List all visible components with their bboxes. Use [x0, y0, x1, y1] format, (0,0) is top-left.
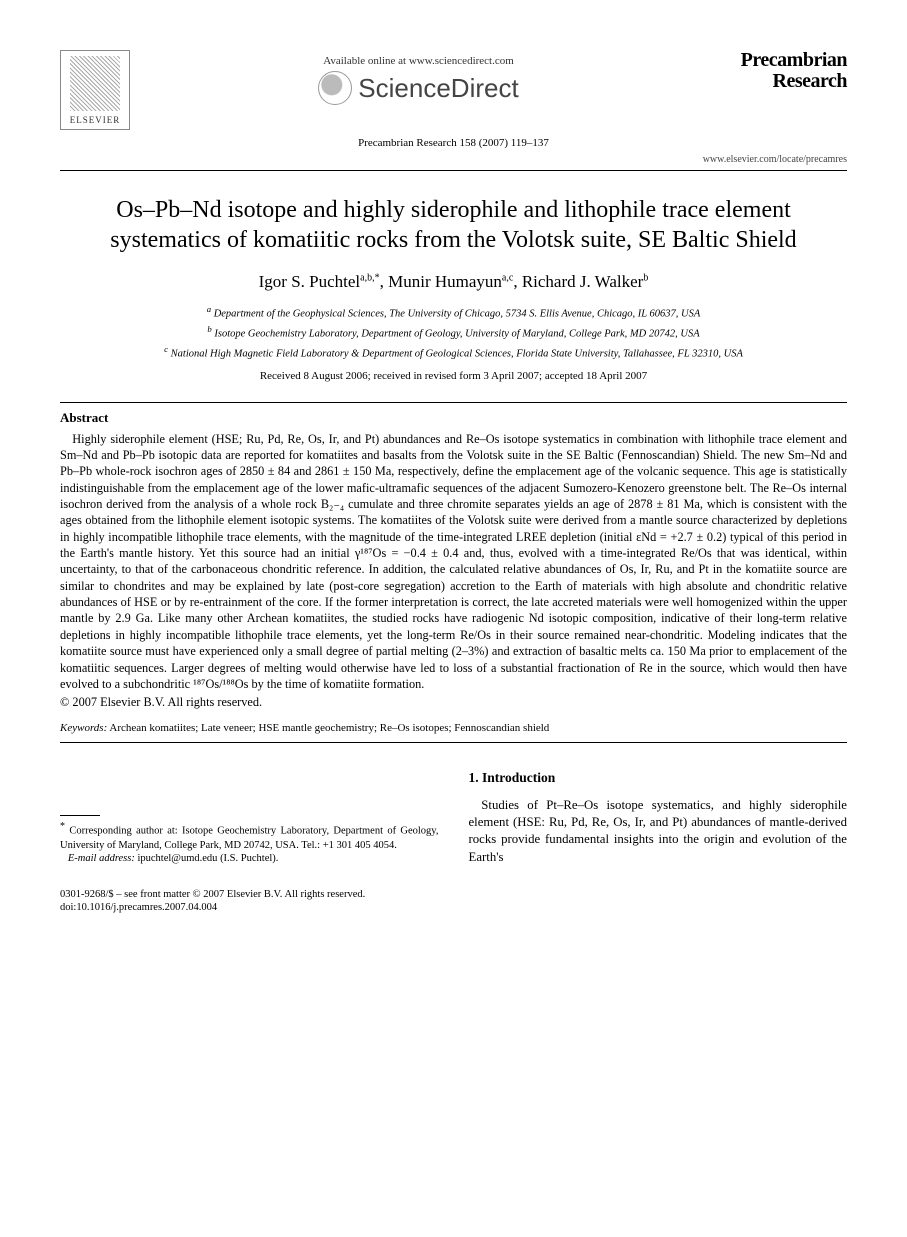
affiliation-b: b Isotope Geochemistry Laboratory, Depar… [60, 324, 847, 342]
email-label: E-mail address: [68, 853, 135, 864]
article-title: Os–Pb–Nd isotope and highly siderophile … [90, 195, 817, 255]
author-2-affil-marks: a,c [502, 273, 513, 284]
abstract-copyright: © 2007 Elsevier B.V. All rights reserved… [60, 694, 847, 711]
introduction-text: Studies of Pt–Re–Os isotope systematics,… [469, 797, 848, 866]
affiliation-c: c National High Magnetic Field Laborator… [60, 344, 847, 362]
header-rule [60, 170, 847, 171]
author-line: Igor S. Puchtela,b,*, Munir Humayuna,c, … [60, 271, 847, 294]
introduction-body: Studies of Pt–Re–Os isotope systematics,… [469, 797, 848, 866]
corr-email-name: (I.S. Puchtel). [220, 853, 278, 864]
sciencedirect-block: Available online at www.sciencedirect.co… [130, 50, 707, 106]
footnote-divider [60, 815, 100, 816]
abstract-text: Highly siderophile element (HSE; Ru, Pd,… [60, 431, 847, 693]
elsevier-logo: ELSEVIER [60, 50, 130, 130]
affiliation-b-text: Isotope Geochemistry Laboratory, Departm… [214, 328, 699, 339]
author-3-name: Richard J. Walker [522, 272, 644, 291]
introduction-heading: 1. Introduction [469, 769, 848, 787]
abstract-bottom-rule [60, 742, 847, 743]
abstract-body: Highly siderophile element (HSE; Ru, Pd,… [60, 431, 847, 693]
author-2-name: Munir Humayun [388, 272, 502, 291]
footer-doi: doi:10.1016/j.precamres.2007.04.004 [60, 901, 847, 914]
affiliation-c-text: National High Magnetic Field Laboratory … [171, 348, 743, 359]
sciencedirect-logo: ScienceDirect [130, 71, 707, 106]
abstract-heading: Abstract [60, 409, 847, 427]
left-column: * Corresponding author at: Isotope Geoch… [60, 769, 439, 866]
two-column-region: * Corresponding author at: Isotope Geoch… [60, 769, 847, 866]
author-1-name: Igor S. Puchtel [259, 272, 361, 291]
keywords-label: Keywords: [60, 722, 107, 734]
footer-block: 0301-9268/$ – see front matter © 2007 El… [60, 888, 847, 914]
locate-url: www.elsevier.com/locate/precamres [60, 153, 847, 167]
elsevier-label: ELSEVIER [70, 114, 121, 126]
available-online-text: Available online at www.sciencedirect.co… [130, 54, 707, 69]
abstract-top-rule [60, 402, 847, 403]
citation-line: Precambrian Research 158 (2007) 119–137 [60, 136, 847, 151]
sciencedirect-wordmark: ScienceDirect [358, 71, 518, 106]
keywords-text: Archean komatiites; Late veneer; HSE man… [109, 722, 549, 734]
keywords-line: Keywords: Archean komatiites; Late venee… [60, 721, 847, 736]
corresponding-author-note: * Corresponding author at: Isotope Geoch… [60, 820, 439, 865]
journal-logo: Precambrian Research [707, 50, 847, 92]
elsevier-tree-icon [70, 56, 120, 111]
history-dates: Received 8 August 2006; received in revi… [60, 369, 847, 384]
header-row: ELSEVIER Available online at www.science… [60, 50, 847, 130]
author-3-affil-marks: b [643, 273, 648, 284]
author-1-affil-marks: a,b, [360, 273, 374, 284]
journal-name-line1: Precambrian [707, 50, 847, 71]
footer-front-matter: 0301-9268/$ – see front matter © 2007 El… [60, 888, 847, 901]
journal-name-line2: Research [707, 71, 847, 92]
author-1-corr-star: * [375, 273, 380, 284]
corr-email[interactable]: ipuchtel@umd.edu [137, 853, 217, 864]
affiliation-a-text: Department of the Geophysical Sciences, … [214, 309, 701, 320]
right-column: 1. Introduction Studies of Pt–Re–Os isot… [469, 769, 848, 866]
corr-text: Corresponding author at: Isotope Geochem… [60, 826, 439, 851]
affiliation-a: a Department of the Geophysical Sciences… [60, 304, 847, 322]
corr-star: * [60, 821, 65, 832]
sciencedirect-swirl-icon [318, 71, 352, 105]
